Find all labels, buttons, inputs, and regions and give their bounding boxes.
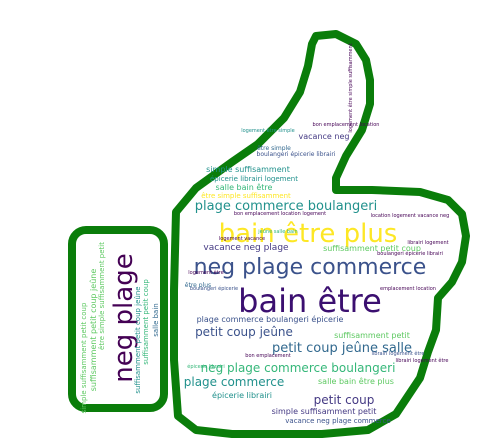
cloud-word: logement être simple: [241, 127, 295, 134]
cloud-word: être plus: [185, 282, 211, 289]
cloud-word: librairi logement: [407, 240, 448, 246]
cloud-word: boulangeri épicerie librairi: [257, 151, 336, 158]
cloud-word: emplacement location: [380, 286, 436, 292]
cloud-word: vacance neg plage: [203, 243, 289, 253]
cloud-word: bon emplacement location logement: [234, 211, 326, 217]
cloud-word: neg plage: [109, 253, 139, 382]
cloud-word: bain être plus: [219, 219, 398, 249]
cloud-word: plage commerce boulangeri: [195, 199, 377, 214]
hand-outline: [170, 30, 470, 438]
cloud-word: salle bain: [152, 303, 160, 336]
cloud-word: plage commerce: [184, 375, 284, 389]
cloud-word: suffisamment petit coup jeûne: [89, 269, 98, 392]
cloud-word: salle bain être: [216, 182, 273, 192]
cloud-word: salle bain être plus: [318, 376, 394, 386]
cloud-word: bon emplacement: [245, 353, 291, 359]
cloud-word: épicerie librairi: [187, 363, 224, 370]
cloud-word: vacance neg: [299, 132, 350, 141]
cloud-word: être simple: [257, 145, 291, 152]
cloud-word: boulangeri épicerie: [190, 285, 238, 292]
cloud-word: plage commerce boulangeri épicerie: [197, 314, 344, 324]
cloud-word: simple suffisamment petit: [272, 407, 377, 416]
cloud-word: petit coup jeûne salle: [272, 341, 412, 356]
cloud-word: logement vacance: [219, 236, 265, 242]
cloud-word: vacance neg plage commerce: [285, 417, 390, 425]
cloud-word: librairi logement être: [372, 350, 425, 357]
cloud-word: suffisamment petit coup: [323, 244, 421, 253]
cloud-word: neg plage commerce boulangeri: [201, 361, 396, 375]
cloud-word: logement être: [188, 269, 223, 276]
cloud-word: librairi logement être: [396, 357, 449, 364]
cloud-word: simple suffisamment: [206, 165, 290, 174]
cloud-word: bon emplacement location: [313, 122, 380, 128]
cloud-word: épicerie librairi logement: [210, 175, 298, 183]
cloud-word: être simple suffisamment petit: [98, 242, 106, 350]
cloud-word: petit coup: [314, 393, 375, 407]
cloud-word: suffisamment petit coup jeûne: [134, 286, 142, 393]
cloud-word: bain être: [238, 282, 382, 320]
cloud-word: jeûne salle bain: [257, 228, 297, 235]
cloud-word: être simple suffisamment: [201, 192, 291, 200]
cloud-word: petit coup jeûne: [195, 325, 293, 339]
cloud-word: suffisamment petit: [334, 331, 410, 340]
cloud-word: simple suffisamment petit coup: [80, 302, 88, 413]
cloud-word: épicerie librairi: [212, 390, 272, 400]
cloud-word: neg plage commerce: [194, 255, 427, 280]
cloud-word: logement être simple suffisamment: [347, 43, 354, 132]
wrist-outline: [68, 226, 168, 412]
cloud-word: boulangeri épicerie librairi: [377, 250, 443, 257]
cloud-word: suffisamment petit coup: [142, 279, 150, 365]
cloud-word: location logement vacance neg: [371, 213, 450, 219]
